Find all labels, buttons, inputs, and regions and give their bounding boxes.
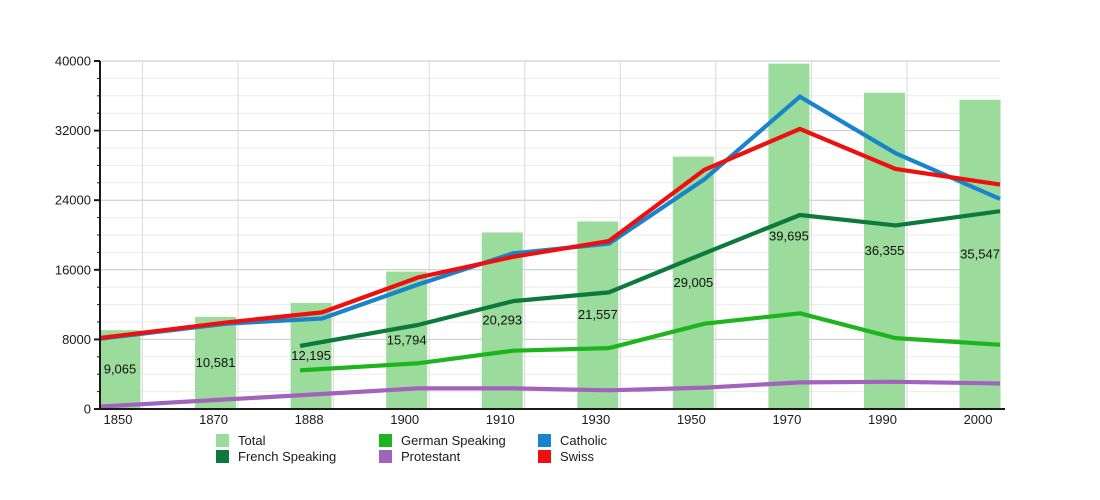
total-bar-label-1950: 29,005 xyxy=(673,275,713,290)
total-bar-label-1850: 9,065 xyxy=(104,362,137,377)
x-tick-label-1930: 1930 xyxy=(581,412,610,427)
y-tick-label-24000: 24000 xyxy=(55,193,91,208)
x-tick-label-1900: 1900 xyxy=(390,412,419,427)
total-bar-label-1990: 36,355 xyxy=(865,243,905,258)
y-tick-label-40000: 40000 xyxy=(55,54,91,69)
total-bar-1970 xyxy=(768,63,810,409)
total-bar-1950 xyxy=(672,156,714,409)
total-bar-label-1888: 12,195 xyxy=(291,348,331,363)
line-protestant xyxy=(99,379,1001,409)
x-tick-label-2000: 2000 xyxy=(964,412,993,427)
x-tick-label-1870: 1870 xyxy=(199,412,228,427)
total-bar-1850 xyxy=(99,330,141,409)
x-tick-label-1970: 1970 xyxy=(772,412,801,427)
line-french-speaking xyxy=(299,209,1001,348)
total-bar-label-1970: 39,695 xyxy=(769,228,809,243)
line-swiss xyxy=(99,126,1001,341)
total-bar-label-2000: 35,547 xyxy=(960,246,1000,261)
total-bar-2000 xyxy=(959,99,1001,410)
y-tick-label-16000: 16000 xyxy=(55,262,91,277)
y-tick-label-0: 0 xyxy=(84,402,91,417)
total-bar-label-1900: 15,794 xyxy=(387,332,427,347)
line-german-speaking xyxy=(299,311,1001,373)
total-bar-label-1910: 20,293 xyxy=(482,313,522,328)
x-tick-label-1990: 1990 xyxy=(868,412,897,427)
y-tick-label-32000: 32000 xyxy=(55,123,91,138)
total-bar-label-1870: 10,581 xyxy=(196,355,236,370)
x-tick-label-1950: 1950 xyxy=(677,412,706,427)
x-tick-label-1850: 1850 xyxy=(104,412,133,427)
y-tick-label-8000: 8000 xyxy=(62,332,91,347)
total-bar-1870 xyxy=(195,316,237,409)
x-tick-label-1888: 1888 xyxy=(295,412,324,427)
total-bar-label-1930: 21,557 xyxy=(578,307,618,322)
x-tick-label-1910: 1910 xyxy=(486,412,515,427)
total-bar-1930 xyxy=(577,221,619,409)
